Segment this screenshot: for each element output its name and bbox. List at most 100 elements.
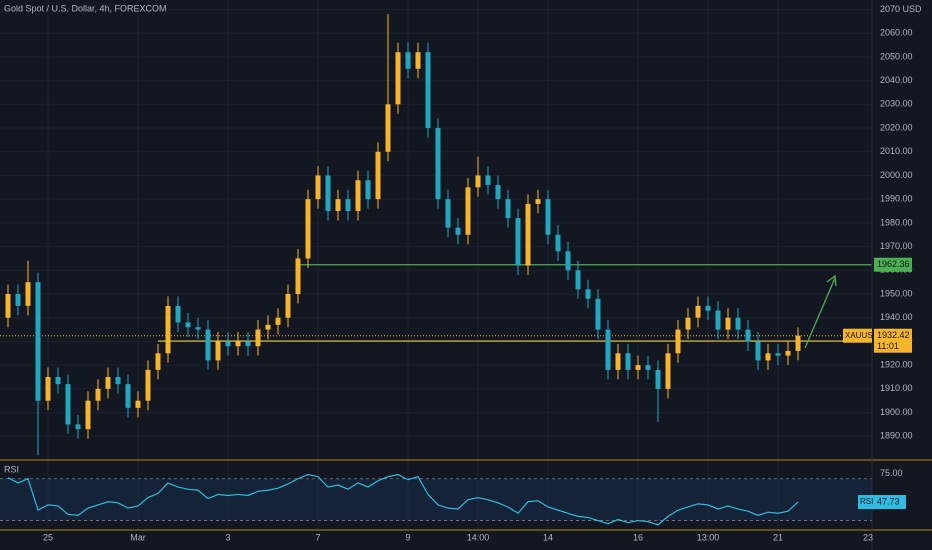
candle-body bbox=[175, 305, 181, 323]
last-price-label: 1932.42 bbox=[877, 330, 910, 340]
rsi-tick-label: 75.00 bbox=[880, 468, 903, 478]
candle-body bbox=[735, 317, 741, 330]
candle-body bbox=[95, 388, 101, 401]
candle-body bbox=[315, 175, 321, 200]
candle-body bbox=[545, 199, 551, 235]
candle-body bbox=[765, 353, 771, 361]
rsi-name-box bbox=[858, 495, 874, 510]
y-tick-label: 1890.00 bbox=[880, 431, 913, 441]
candle-body bbox=[215, 341, 221, 361]
y-tick-label: 1950.00 bbox=[880, 288, 913, 298]
candle-body bbox=[335, 199, 341, 212]
candle-body bbox=[15, 294, 21, 306]
candle-body bbox=[245, 341, 251, 347]
candle-body bbox=[205, 329, 211, 361]
y-tick-label: 1920.00 bbox=[880, 360, 913, 370]
candle-body bbox=[565, 251, 571, 271]
y-tick-label: 1990.00 bbox=[880, 194, 913, 204]
candle-body bbox=[595, 298, 601, 330]
x-tick-label: 14 bbox=[543, 532, 553, 542]
candle-body bbox=[425, 52, 431, 129]
candle-body bbox=[795, 335, 801, 351]
candle-body bbox=[295, 258, 301, 295]
candle-body bbox=[35, 282, 41, 401]
candle-body bbox=[155, 353, 161, 370]
candle-body bbox=[305, 199, 311, 259]
candle-body bbox=[615, 353, 621, 370]
y-tick-label: 2010.00 bbox=[880, 146, 913, 156]
candle-body bbox=[375, 151, 381, 200]
candle-body bbox=[775, 353, 781, 356]
candle-body bbox=[275, 317, 281, 325]
candle-body bbox=[665, 353, 671, 389]
candle-body bbox=[45, 377, 51, 401]
candle-body bbox=[475, 175, 481, 188]
candle-body bbox=[725, 317, 731, 330]
candle-body bbox=[145, 369, 151, 401]
candle-body bbox=[165, 305, 171, 354]
candle-body bbox=[25, 282, 31, 306]
x-tick-label: 16 bbox=[633, 532, 643, 542]
candle-body bbox=[405, 52, 411, 69]
x-tick-label: 23 bbox=[863, 532, 873, 542]
candle-body bbox=[5, 294, 11, 318]
last-price-box bbox=[874, 328, 912, 353]
candle-body bbox=[365, 180, 371, 200]
y-tick-label: 1910.00 bbox=[880, 383, 913, 393]
candle-body bbox=[745, 329, 751, 342]
candle-body bbox=[195, 327, 201, 330]
y-tick-label: 2070 USD bbox=[880, 4, 922, 14]
candle-body bbox=[675, 329, 681, 354]
candle-body bbox=[125, 384, 131, 408]
candle-body bbox=[705, 305, 711, 311]
candle-body bbox=[135, 400, 141, 408]
candle-body bbox=[65, 384, 71, 425]
arrow-head bbox=[826, 274, 837, 287]
rsi-line bbox=[7, 473, 799, 526]
candle-body bbox=[655, 369, 661, 389]
y-tick-label: 2030.00 bbox=[880, 99, 913, 109]
candle-body bbox=[435, 128, 441, 200]
candle-body bbox=[485, 175, 491, 185]
y-tick-label: 1980.00 bbox=[880, 217, 913, 227]
y-tick-label: 1970.00 bbox=[880, 241, 913, 251]
countdown: 11:01 bbox=[877, 341, 899, 351]
candle-body bbox=[355, 180, 361, 212]
y-tick-label: 2060.00 bbox=[880, 28, 913, 38]
x-tick-label: Mar bbox=[130, 532, 146, 542]
candle-body bbox=[505, 199, 511, 219]
candle-body bbox=[575, 270, 581, 290]
level-label-box bbox=[874, 257, 912, 272]
candle-body bbox=[495, 184, 501, 200]
candle-body bbox=[535, 199, 541, 204]
price-axis: 1890.001900.001910.001920.001930.001940.… bbox=[43, 4, 922, 543]
x-tick-label: 3 bbox=[225, 532, 230, 542]
candle-body bbox=[465, 187, 471, 235]
rsi-name-tag: RSI bbox=[860, 497, 873, 506]
x-tick-label: 13:00 bbox=[697, 532, 720, 542]
y-tick-label: 2000.00 bbox=[880, 170, 913, 180]
y-tick-label: 2050.00 bbox=[880, 51, 913, 61]
x-tick-label: 25 bbox=[43, 532, 53, 542]
candle-body bbox=[585, 289, 591, 299]
x-tick-label: 9 bbox=[405, 532, 410, 542]
y-tick-label: 1940.00 bbox=[880, 312, 913, 322]
candle-body bbox=[525, 203, 531, 266]
x-tick-label: 7 bbox=[315, 532, 320, 542]
y-tick-label: 2020.00 bbox=[880, 122, 913, 132]
candle-body bbox=[395, 52, 401, 105]
candle-body bbox=[385, 104, 391, 152]
rsi-last-label: 47.73 bbox=[877, 496, 900, 506]
rsi-last-box bbox=[874, 495, 906, 510]
candle-body bbox=[625, 353, 631, 370]
candle-body bbox=[185, 322, 191, 328]
y-tick-label: 2040.00 bbox=[880, 75, 913, 85]
candle-body bbox=[715, 310, 721, 330]
symbol-tag-box bbox=[843, 328, 872, 343]
x-tick-label: 21 bbox=[773, 532, 783, 542]
arrow bbox=[804, 277, 836, 349]
candle-body bbox=[105, 377, 111, 389]
